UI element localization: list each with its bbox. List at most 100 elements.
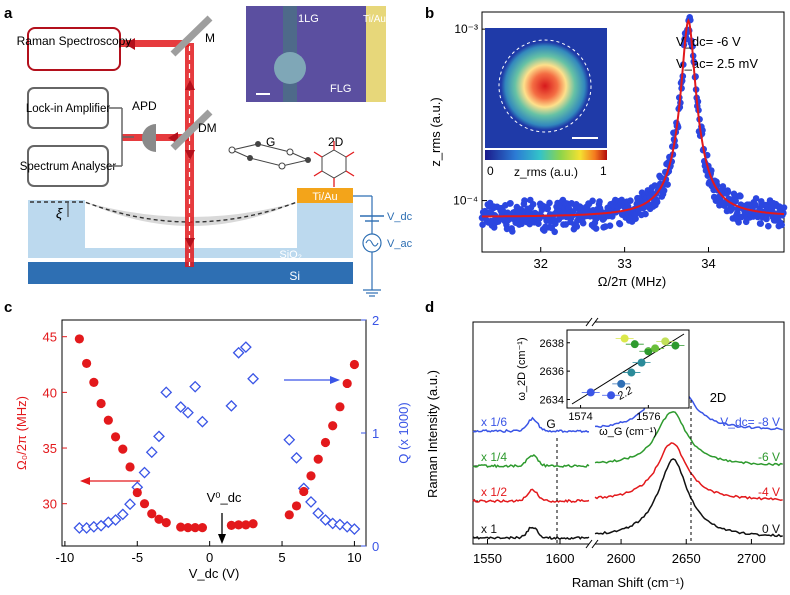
frequency-point	[349, 359, 360, 370]
spectrum-voltage-label: V_dc= -8 V	[720, 415, 780, 429]
plot-b-point	[592, 225, 600, 232]
q-factor-point	[124, 498, 136, 511]
q-factor-point	[153, 430, 165, 443]
plot-b-point	[551, 228, 558, 236]
spectrum-scale-label: x 1/6	[481, 415, 507, 429]
frequency-point	[306, 471, 316, 481]
panel-c: c -10 -5 0 5 10 30 35 40 45 0 1 2 V_dc (V) Ω₀/2π …	[4, 299, 411, 581]
right-axis-arrowhead-icon	[330, 376, 340, 384]
mode-2d-label: 2D	[328, 135, 344, 149]
apd-label: APD	[132, 99, 157, 113]
inset-point	[620, 334, 629, 343]
inset-point	[661, 337, 670, 346]
plot-d-xtick-label: 2650	[672, 551, 701, 566]
plot-c-xlabel: V_dc (V)	[189, 566, 240, 581]
q-factor-point	[326, 517, 339, 530]
plot-b-point	[724, 188, 732, 196]
q-factor-point	[247, 372, 260, 385]
plot-c-ylabel-left: Ω₀/2π (MHz)	[14, 396, 29, 470]
q-factor-point	[305, 496, 317, 508]
vdc-label: V_dc	[387, 211, 413, 223]
frequency-point	[226, 520, 236, 531]
frequency-point	[183, 523, 193, 533]
inset-point	[630, 340, 639, 349]
plot-b-point	[752, 195, 760, 202]
spectrum-2d-region	[594, 442, 783, 501]
q-factor-point	[182, 406, 194, 419]
q-factor-point	[145, 446, 158, 459]
plot-d-voltage-labels: 0 V -4 V -6 V V_dc= -8 V	[720, 415, 780, 536]
q-factor-point	[174, 401, 187, 413]
plot-b-xtick-label: 34	[701, 256, 715, 271]
plot-c-yticks-left: 30 35 40 45	[43, 330, 67, 512]
inset-ytick-label: 2636	[540, 366, 564, 378]
frequency-point	[328, 421, 338, 431]
q-factor-point	[348, 523, 361, 535]
colorbar-label: z_rms (a.u.)	[514, 165, 578, 179]
lockin-box-label: Lock-in Amplifier	[26, 103, 111, 115]
laser-beam-horizontal	[119, 40, 189, 47]
ac-wave-icon	[365, 239, 379, 247]
axis-break-mark-bottom-left	[585, 539, 593, 549]
plot-b-point	[573, 223, 581, 230]
frequency-point	[241, 520, 251, 530]
plot-c-ytick-right-label: 2	[372, 313, 379, 328]
tiau-contact	[297, 188, 353, 203]
mirror-m	[170, 15, 213, 57]
panel-a: a Ti/Au SiO₂ Si ξ V_dc V_ac	[4, 5, 413, 297]
frequency-point	[320, 437, 331, 448]
frequency-point	[313, 454, 323, 464]
plot-b-frame	[481, 11, 785, 253]
plot-b-point	[651, 182, 659, 189]
plot-c-xticks: -10 -5 0 5 10	[55, 541, 362, 565]
q-factor-point	[283, 433, 296, 446]
plot-b-point	[544, 205, 552, 212]
raman-box-text: Raman Spectroscopy	[17, 34, 132, 48]
frequency-point	[82, 358, 92, 369]
q-factor-point	[232, 346, 245, 359]
frequency-point	[161, 518, 171, 528]
plot-b-point	[596, 198, 603, 205]
plot-c-points	[73, 334, 361, 535]
plot-b-point	[529, 201, 537, 208]
si-label: Si	[289, 269, 300, 283]
plot-c-ylabel-right: Q (x 1000)	[396, 402, 411, 463]
frequency-point	[89, 377, 99, 387]
plot-c-xtick-label: -10	[55, 550, 74, 565]
inset-point	[617, 379, 626, 388]
plot-b-point	[509, 228, 516, 235]
plot-b-point	[521, 197, 528, 204]
plot-d-scale-labels: x 1 x 1/2 x 1/4 x 1/6	[481, 415, 507, 536]
panel-label-a: a	[4, 5, 13, 22]
vac-label: V_ac	[387, 238, 413, 250]
panel-label-b: b	[425, 5, 434, 22]
xi-label: ξ	[56, 205, 63, 221]
frequency-point	[291, 501, 302, 511]
plot-b-xticks: 32 33 34	[533, 247, 716, 271]
spectrum-scale-label: x 1	[481, 522, 497, 536]
photo-contact	[366, 6, 386, 102]
q-factor-point	[160, 386, 173, 399]
inset-d-ylabel: ω_2D (cm⁻¹)	[516, 337, 528, 400]
vdc0-arrowhead-icon	[218, 534, 226, 544]
plot-b-point	[732, 197, 739, 205]
frequency-point	[154, 514, 164, 524]
plot-b-point	[627, 197, 634, 204]
beam-sample-arrow-icon	[185, 238, 195, 248]
frequency-point	[342, 378, 352, 389]
plot-b-point	[589, 197, 596, 205]
panel-label-c: c	[4, 299, 12, 316]
membrane-deflection	[30, 201, 298, 223]
plot-c-ytick-right-label: 0	[372, 539, 379, 554]
plot-c-ytick-left-label: 30	[43, 497, 57, 512]
plot-d-xtick-label: 2700	[737, 551, 766, 566]
q-factor-point	[189, 380, 202, 393]
plot-c-ytick-left-label: 35	[43, 441, 57, 456]
plot-c-ytick-left-label: 45	[43, 330, 57, 345]
q-factor-point	[312, 507, 325, 520]
plot-b-point	[728, 205, 736, 212]
plot-b-xtick-label: 33	[617, 256, 631, 271]
spectrum-voltage-label: 0 V	[762, 522, 780, 536]
left-axis-arrowhead-icon	[80, 477, 90, 485]
